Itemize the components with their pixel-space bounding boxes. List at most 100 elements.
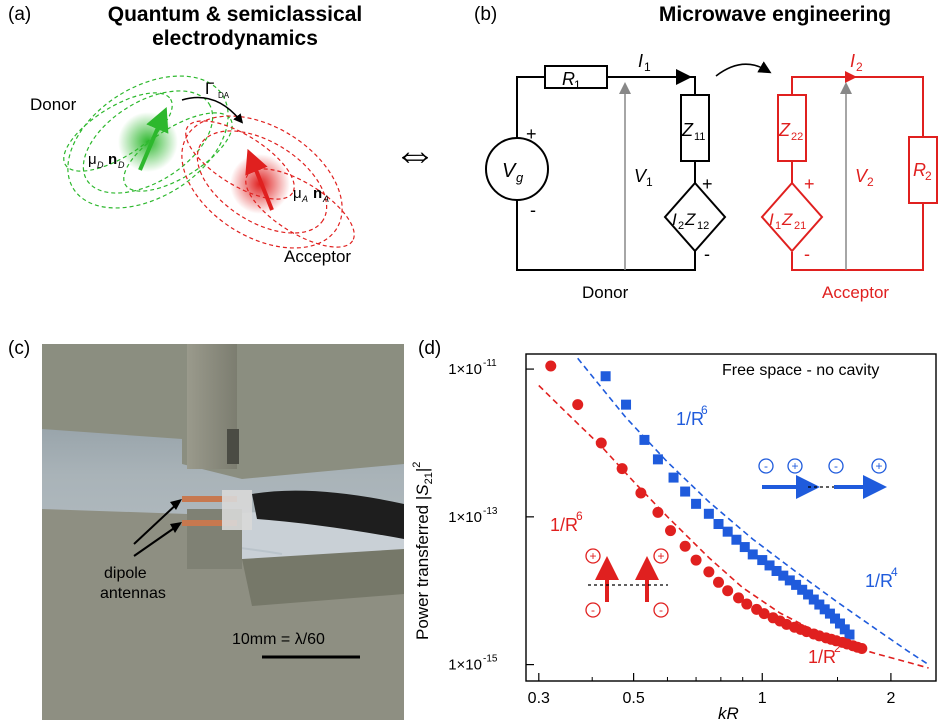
- y-tick-exp-1: -13: [483, 506, 498, 517]
- data-point-blue-27: [839, 624, 850, 635]
- Z12-plus: +: [702, 174, 713, 194]
- Z11-label: Z: [681, 120, 694, 140]
- V2-sub: 2: [867, 175, 874, 189]
- data-point-red-4: [635, 487, 647, 499]
- antenna-annotation-line2: antennas: [100, 585, 166, 602]
- Vg-label: V: [502, 160, 517, 182]
- data-point-red-8: [690, 554, 702, 566]
- circuit-diagram: R 1 I 1 Z 11 V g + - V 1 I 2 Z 12 + - Do…: [485, 51, 938, 302]
- data-point-blue-18: [791, 579, 802, 590]
- x-tick-label-0: 0.3: [528, 690, 550, 707]
- data-point-red-6: [665, 525, 677, 537]
- I1Z21-I: I: [769, 210, 774, 229]
- acceptor-circuit: [760, 76, 938, 271]
- data-points: [545, 360, 868, 655]
- data-point-blue-3: [652, 454, 663, 465]
- data-point-red-12: [733, 592, 745, 604]
- y-tick-exp-2: -15: [483, 654, 498, 665]
- data-point-blue-21: [808, 594, 819, 605]
- svg-text:6: 6: [576, 509, 583, 523]
- y-axis-label-sup: 2: [411, 462, 423, 468]
- panel-a-heading-line1: Quantum & semiclassical: [107, 3, 363, 26]
- annotation-red-r2: 1/R2: [808, 641, 841, 667]
- blue-charge-inset: [758, 458, 887, 499]
- I1-label: I: [638, 51, 643, 71]
- I1Z21-Z: Z: [781, 210, 793, 229]
- data-point-blue-16: [778, 570, 789, 581]
- annotation-blue-r4: 1/R4: [865, 565, 898, 591]
- y-axis-label-sub: 21: [423, 472, 435, 484]
- data-point-red-1: [572, 399, 584, 411]
- y-tick-exp-0: -11: [483, 358, 497, 369]
- panel-b-label: (b): [474, 4, 498, 25]
- data-point-blue-6: [691, 498, 702, 509]
- svg-text:-: -: [591, 603, 595, 617]
- I2-sub: 2: [856, 60, 863, 74]
- annotation-blue-r6: 1/R6: [676, 403, 708, 429]
- I1Z21-21: 21: [794, 220, 806, 232]
- y-tick-label-0: 1×10: [448, 361, 482, 378]
- panel-a-heading: Quantum & semiclassical electrodynamics: [70, 3, 400, 51]
- acceptor-dipole-arrow: [245, 148, 274, 211]
- data-point-blue-9: [722, 526, 733, 537]
- Vg-plus: +: [526, 124, 537, 144]
- svg-text:-: -: [764, 459, 768, 473]
- svg-text:+: +: [791, 459, 798, 473]
- data-point-blue-0: [600, 371, 611, 382]
- I1-sub: 1: [644, 60, 651, 74]
- transfer-gamma-sub: DA: [218, 91, 230, 100]
- svg-text:+: +: [657, 549, 664, 563]
- annotation-red-r6: 1/R6: [550, 509, 583, 535]
- data-point-blue-22: [814, 599, 825, 610]
- x-axis-label: kR: [718, 704, 739, 723]
- svg-text:2: 2: [834, 641, 841, 655]
- fit-line-0: [577, 357, 930, 666]
- data-point-red-5: [652, 506, 664, 518]
- R2-label: R: [913, 160, 926, 180]
- svg-text:+: +: [589, 549, 596, 563]
- antenna-photo: dipole antennas 10mm = λ/60: [42, 344, 404, 720]
- fit-lines: [538, 357, 930, 669]
- data-point-red-7: [679, 540, 691, 552]
- blue-charge-signs: - + - +: [764, 459, 883, 473]
- data-point-blue-26: [834, 618, 845, 629]
- equivalence-icon: ⇔: [393, 129, 437, 178]
- V1-label: V: [634, 166, 648, 186]
- data-point-red-3: [616, 463, 628, 475]
- y-axis-label-main: Power transferred |: [413, 496, 432, 640]
- Z21-plus: +: [804, 174, 815, 194]
- power-transfer-chart: 0.3 0.5 1 21×10 -111×10 -131×10 -15 Free space…: [411, 353, 937, 723]
- donor-n-sub: D: [118, 160, 125, 170]
- I2Z12-I: I: [672, 210, 677, 229]
- acceptor-n: n: [313, 185, 322, 202]
- panel-d-label: (d): [418, 338, 442, 359]
- transfer-gamma: Γ: [205, 79, 214, 98]
- acceptor-caption: Acceptor: [822, 283, 889, 302]
- data-point-red-10: [713, 576, 725, 588]
- Z22-label: Z: [778, 120, 791, 140]
- data-point-blue-7: [703, 508, 714, 519]
- x-tick-label-1: 0.5: [622, 690, 644, 707]
- data-point-blue-5: [680, 486, 691, 497]
- data-point-red-0: [545, 360, 557, 372]
- acceptor-label: Acceptor: [284, 247, 351, 266]
- Vg-minus: -: [530, 200, 536, 220]
- donor-label: Donor: [30, 95, 77, 114]
- R1-label: R: [562, 69, 575, 89]
- I2Z12-12: 12: [697, 220, 709, 232]
- V2-label: V: [855, 166, 869, 186]
- data-point-blue-17: [784, 575, 795, 586]
- Z21-minus: -: [804, 244, 810, 264]
- data-point-blue-23: [819, 604, 830, 615]
- data-point-blue-19: [797, 584, 808, 595]
- Vg-sub: g: [516, 170, 524, 185]
- y-axis-label-S: S: [413, 484, 432, 496]
- svg-text:1/R: 1/R: [676, 409, 704, 429]
- dipole-diagram: Γ DA Donor Acceptor μ D n D μ A n A: [30, 75, 355, 266]
- data-point-red-9: [703, 566, 715, 578]
- plot-frame: [525, 353, 937, 682]
- data-point-red-13: [741, 598, 753, 610]
- plot-ticks: 0.3 0.5 1 21×10 -111×10 -131×10 -15: [448, 358, 895, 707]
- data-point-blue-10: [731, 534, 742, 545]
- antenna-annotation-line1: dipole: [104, 565, 147, 582]
